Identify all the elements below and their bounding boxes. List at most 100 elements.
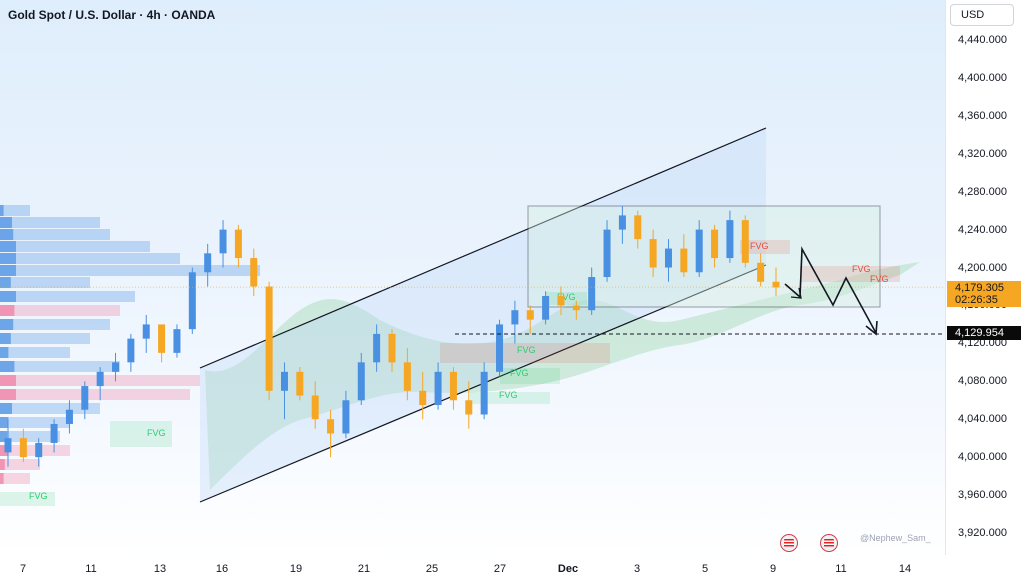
fvg-zone [500,368,560,384]
volume-profile-bar [0,277,11,288]
candle-body [327,419,335,434]
volume-profile-bar [0,217,100,228]
fvg-zone [470,392,550,404]
last-price-value: 4,179.305 [955,282,1004,294]
volume-profile-bar [0,445,9,456]
candle-body [618,215,626,230]
arrow-head-icon [790,287,802,299]
volume-profile-bar [0,333,90,344]
volume-profile-bar [0,375,16,386]
candle-body [234,229,242,259]
candle-body [204,253,212,273]
fvg-label: FVG [517,345,536,355]
candle-body [173,329,181,353]
candle-body [511,310,519,325]
us-flag-icon[interactable] [820,534,838,552]
volume-profile-bar [0,389,16,400]
volume-profile-bar [0,217,12,228]
volume-profile-bar [0,291,135,302]
volume-profile-bar [0,389,190,400]
candle-body [219,229,227,254]
last-price-label: 4,179.305 02:26:35 [947,281,1021,307]
volume-profile-bar [0,205,30,216]
candle-body [680,248,688,273]
volume-profile-bar [0,417,70,428]
volume-profile-bar [0,305,15,316]
candle-body [296,371,304,396]
candle-body [557,295,565,306]
time-tick: 27 [493,563,507,575]
volume-profile-bar [0,319,110,330]
volume-profile-bar [0,459,5,470]
volume-profile-bar [0,445,70,456]
us-flag-icon[interactable] [780,534,798,552]
chart-title: Gold Spot / U.S. Dollar · 4h · OANDA [8,8,216,22]
volume-profile-bar [0,347,70,358]
candle-body [649,239,657,268]
price-tick: 4,400.000 [958,71,1007,84]
price-tick: 4,080.000 [958,375,1007,388]
volume-profile-bar [0,277,90,288]
candle-body [526,310,534,320]
fvg-label: FVG [557,292,576,302]
fvg-label: FVG [870,274,889,284]
price-tick: 4,240.000 [958,223,1007,236]
volume-profile-bar [0,431,60,442]
time-axis[interactable]: 7 11 13 16 19 21 25 27 Dec 3 5 9 11 14 [0,555,1024,581]
candle-body [19,438,27,458]
time-tick: 21 [357,563,371,575]
candle-body [142,324,150,339]
range-box [527,205,881,308]
target-price-label: 4,129.954 [947,326,1021,340]
price-tick: 4,360.000 [958,109,1007,122]
volume-profile-bar [0,319,14,330]
volume-profile-bar [0,265,260,276]
volume-profile-bar [0,305,120,316]
volume-profile-bar [0,403,12,414]
price-tick: 4,200.000 [958,261,1007,274]
volume-profile-bar [0,403,100,414]
candle-body [96,371,104,387]
candle-body [711,229,719,259]
candle-body [373,333,381,363]
volume-profile-bar [0,229,14,240]
chart-area[interactable]: FVG FVG FVG FVG FVG FVG FVG FVG FVG Gold Spot / … [0,0,945,555]
candle-body [588,277,596,311]
price-tick: 4,280.000 [958,185,1007,198]
volume-profile-bar [0,333,11,344]
candle-body [127,338,135,363]
time-tick: 16 [215,563,229,575]
volume-profile-bar [0,473,4,484]
candle-body [434,371,442,406]
volume-profile-bar [0,241,16,252]
candle-body [65,409,73,424]
price-tick: 3,920.000 [958,527,1007,539]
candle-body [35,442,43,458]
candle-body [403,362,411,391]
candle-body [695,229,703,273]
fvg-label: FVG [147,428,166,438]
projection-zigzag [784,246,877,334]
candle-body [342,400,350,434]
fvg-zone [440,343,610,363]
time-tick: 3 [633,563,641,575]
volume-profile-bar [0,229,110,240]
volume-profile-bar [0,361,120,372]
ichimoku-cloud [205,262,920,490]
candle-body [542,295,550,320]
price-tick: 4,440.000 [958,34,1007,46]
volume-profile-bar [0,361,15,372]
candle-body [50,423,58,443]
candle-body [388,333,396,363]
fvg-label: FVG [29,491,48,501]
candle-body [465,400,473,415]
candle-body [250,258,258,287]
volume-profile-bar [0,265,16,276]
price-axis[interactable]: 4,440.000 4,400.000 4,360.000 4,320.000 4,28… [945,0,1024,555]
fvg-label: FVG [499,390,518,400]
time-tick: Dec [557,563,579,575]
price-tick: 4,000.000 [958,451,1007,464]
candle-body [572,305,580,311]
currency-selector[interactable]: USD [950,4,1014,26]
